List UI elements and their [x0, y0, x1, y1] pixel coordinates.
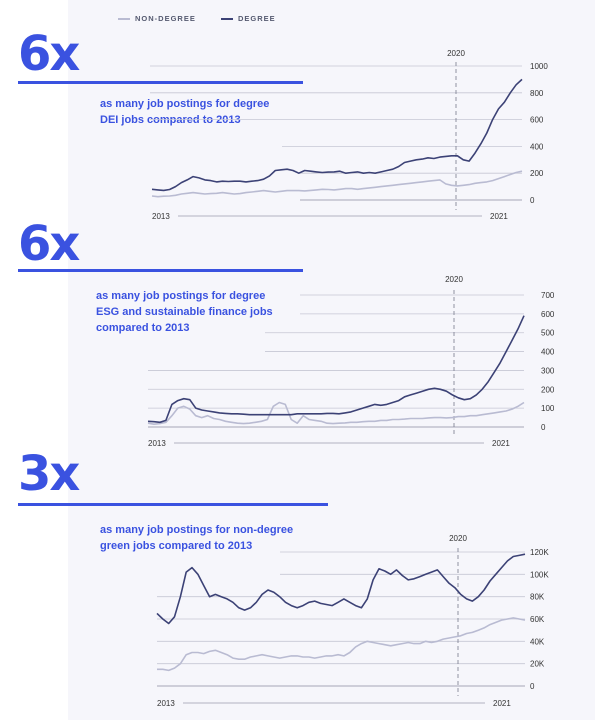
- legend-item-degree: DEGREE: [220, 14, 276, 23]
- y-tick-label: 0: [530, 196, 535, 205]
- description-green: as many job postings for non-degree gree…: [100, 522, 293, 554]
- multiplier-dei: 6x: [18, 26, 80, 82]
- y-tick-label: 20K: [530, 660, 545, 669]
- y-tick-label: 40K: [530, 637, 545, 646]
- series-line-degree: [156, 553, 526, 625]
- series-line-non-degree: [157, 617, 526, 672]
- description-esg-line2: ESG and sustainable finance jobs: [96, 306, 273, 318]
- x-tick-label-end: 2021: [493, 699, 511, 708]
- y-tick-label: 500: [541, 329, 555, 338]
- description-green-line2: green jobs compared to 2013: [100, 540, 253, 552]
- y-tick-label: 0: [541, 423, 546, 432]
- series-line-non-degree: [151, 170, 523, 198]
- divider-dei: [18, 81, 303, 84]
- y-tick-label: 120K: [530, 548, 549, 557]
- y-tick-label: 400: [541, 348, 555, 357]
- series-line-degree: [151, 78, 523, 192]
- series-line-degree: [147, 315, 525, 424]
- legend-swatch-degree: [220, 18, 233, 21]
- y-tick-label: 200: [541, 385, 555, 394]
- description-esg-line1: as many job postings for degree: [96, 290, 266, 302]
- x-tick-label-start: 2013: [152, 212, 170, 221]
- y-tick-label: 100K: [530, 570, 549, 579]
- description-esg-line3: compared to 2013: [96, 322, 190, 334]
- y-tick-label: 1000: [530, 62, 548, 71]
- y-tick-label: 600: [530, 116, 544, 125]
- x-tick-label-end: 2021: [492, 439, 510, 448]
- y-tick-label: 400: [530, 142, 544, 151]
- legend-swatch-non-degree: [118, 18, 130, 21]
- y-tick-label: 800: [530, 89, 544, 98]
- y-tick-label: 80K: [530, 593, 545, 602]
- y-tick-label: 300: [541, 366, 555, 375]
- y-tick-label: 100: [541, 404, 555, 413]
- description-dei-line1: as many job postings for degree: [100, 98, 270, 110]
- legend-label-non-degree: NON-DEGREE: [135, 14, 196, 23]
- divider-green: [18, 503, 328, 506]
- x-tick-label-start: 2013: [157, 699, 175, 708]
- multiplier-esg: 6x: [18, 216, 80, 272]
- y-tick-label: 700: [541, 291, 555, 300]
- y-tick-label: 0: [530, 682, 535, 691]
- year-marker-label: 2020: [445, 275, 463, 284]
- y-tick-label: 200: [530, 169, 544, 178]
- legend-item-non-degree: NON-DEGREE: [118, 14, 196, 23]
- legend-label-degree: DEGREE: [237, 14, 276, 23]
- series-line-non-degree: [147, 401, 525, 426]
- description-esg: as many job postings for degree ESG and …: [96, 288, 273, 336]
- description-green-line1: as many job postings for non-degree: [100, 524, 294, 536]
- year-marker-label: 2020: [447, 49, 465, 58]
- divider-esg: [18, 269, 303, 272]
- y-tick-label: 60K: [530, 615, 545, 624]
- year-marker-label: 2020: [449, 534, 467, 543]
- legend: NON-DEGREE DEGREE: [118, 14, 298, 23]
- x-tick-label-start: 2013: [148, 439, 166, 448]
- y-tick-label: 600: [541, 310, 555, 319]
- x-tick-label-end: 2021: [490, 212, 508, 221]
- multiplier-green: 3x: [18, 446, 80, 502]
